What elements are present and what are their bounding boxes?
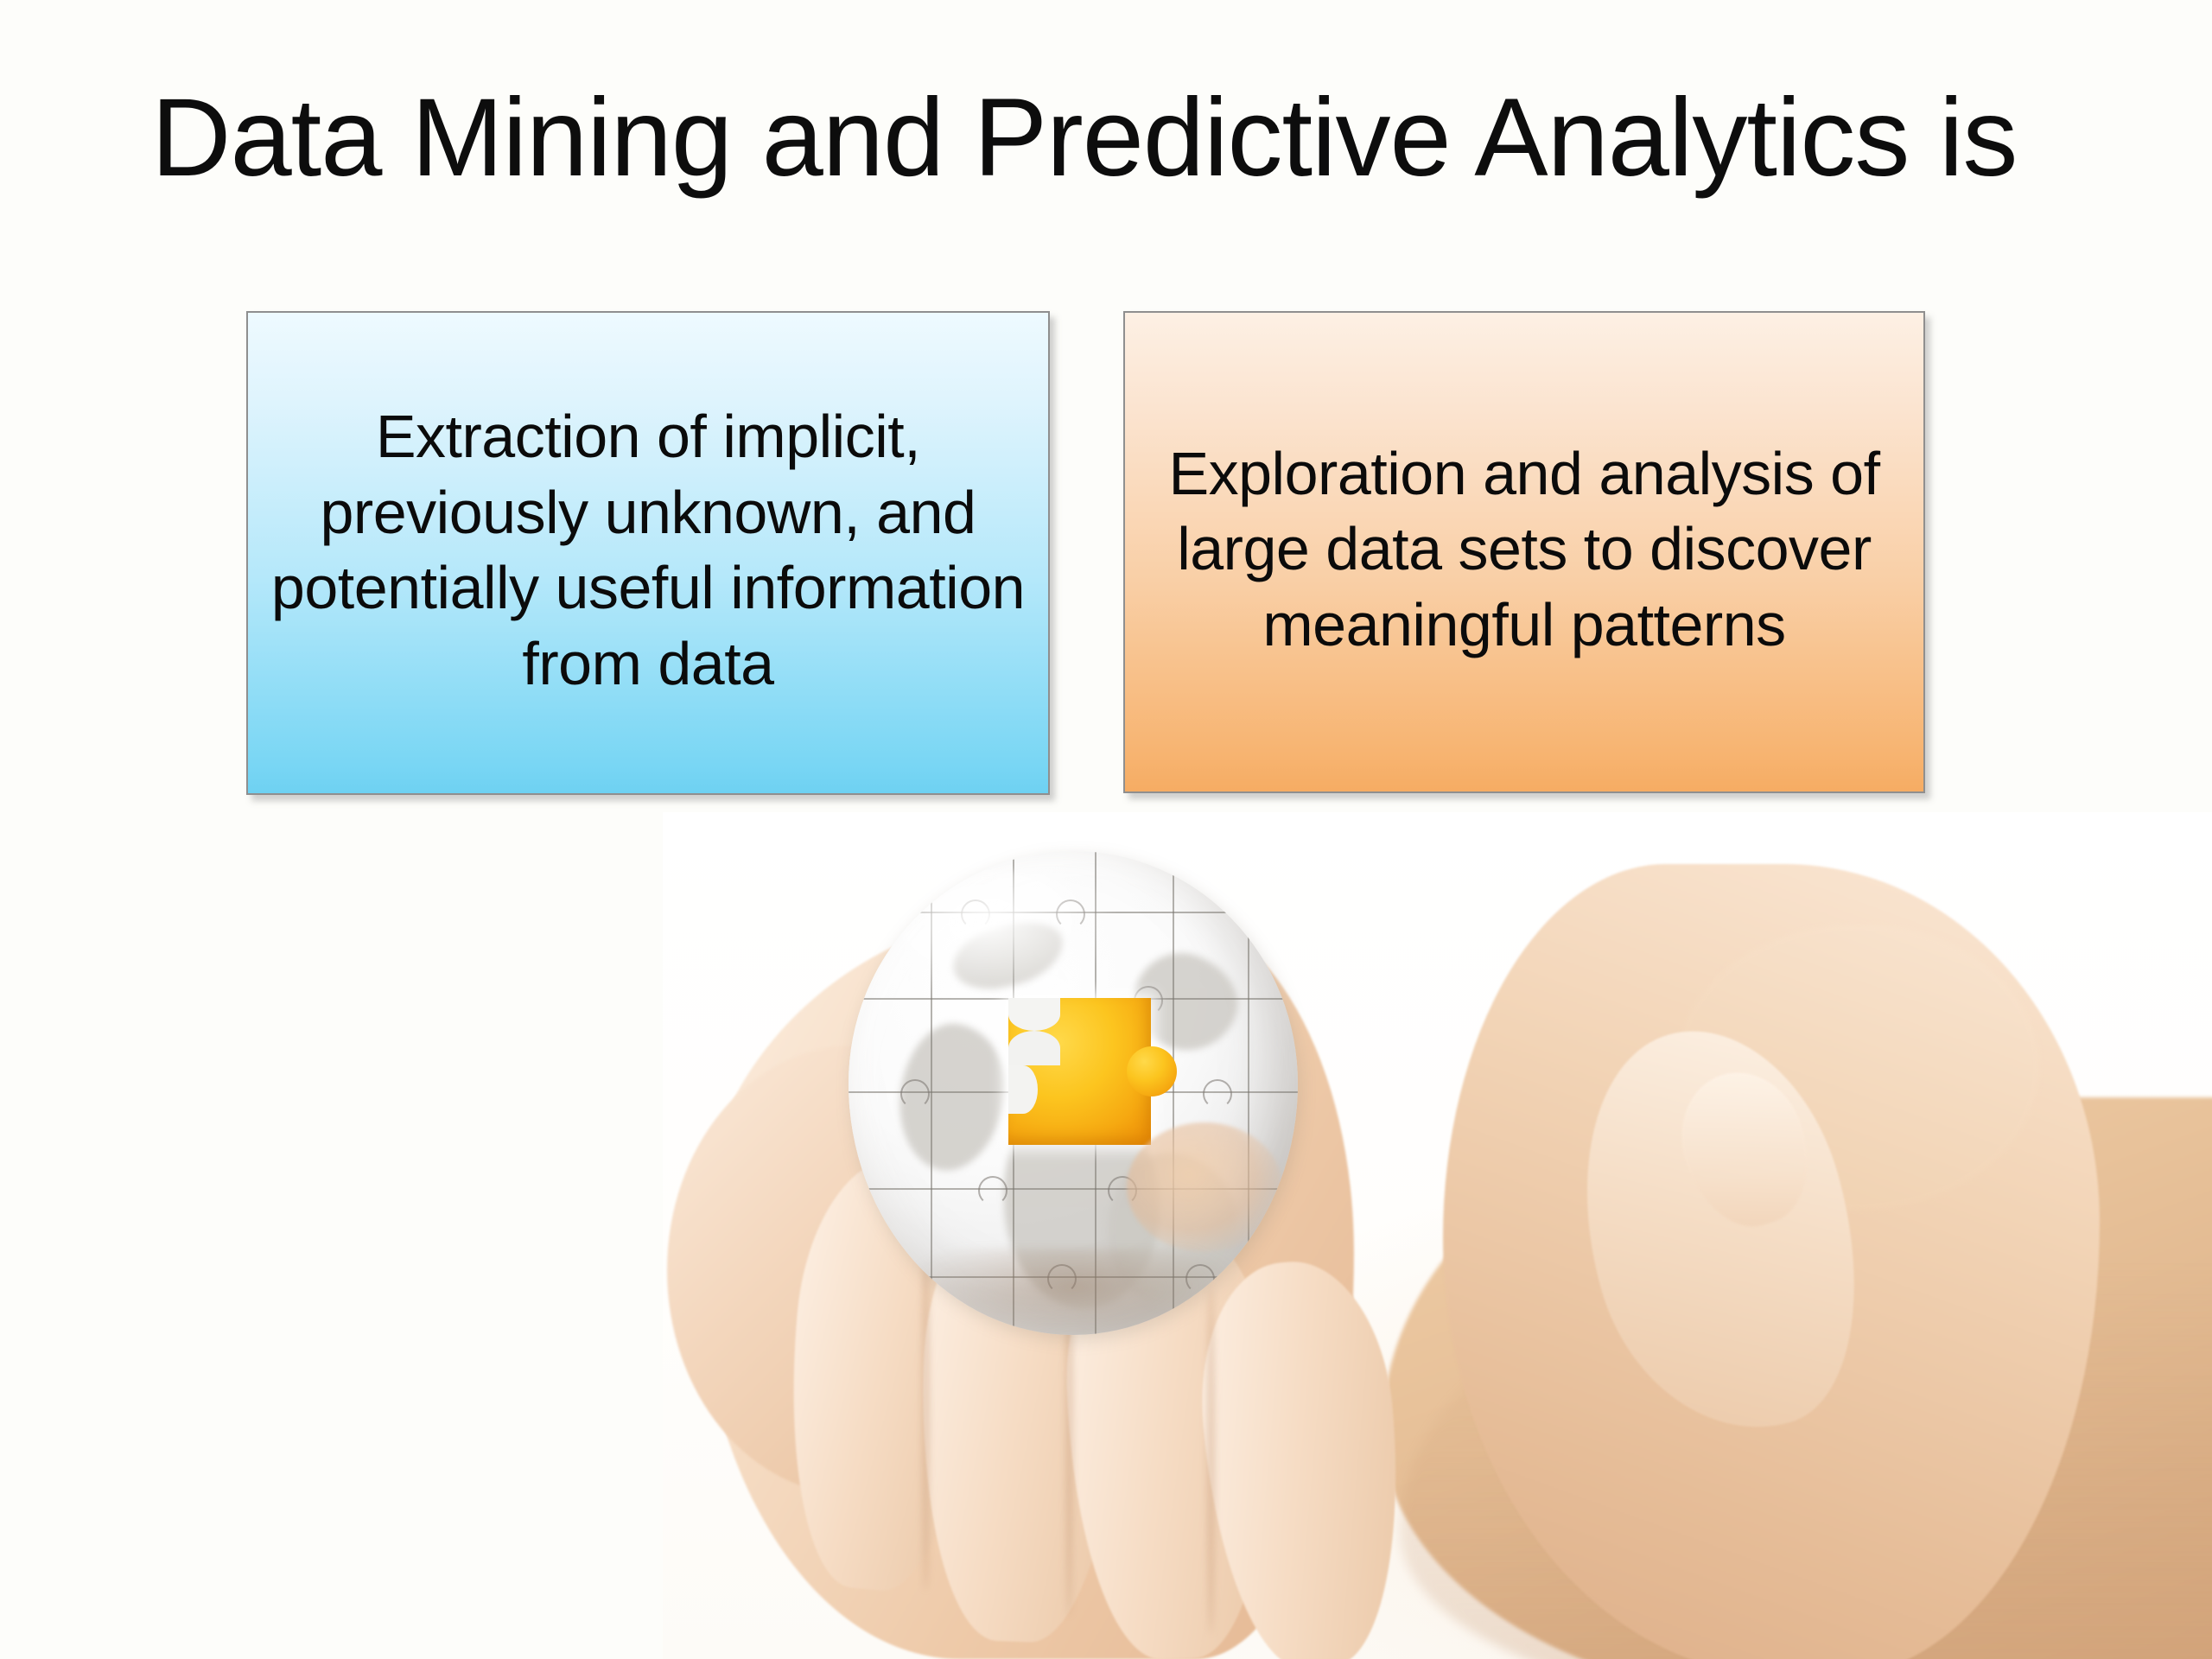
definition-card-extraction-text: Extraction of implicit, previously unkno… — [270, 403, 1026, 697]
gold-piece-knob-right — [1127, 1046, 1177, 1096]
puzzle-seam-v-5 — [1248, 851, 1249, 1335]
globe-highlight — [900, 870, 1116, 1000]
definition-card-extraction: Extraction of implicit, previously unkno… — [246, 311, 1050, 795]
finger-crease-3 — [1207, 1287, 1215, 1633]
gold-puzzle-piece — [1008, 998, 1177, 1145]
gold-piece-notch-bottom — [1008, 1031, 1060, 1065]
puzzle-knob-6 — [978, 1176, 1007, 1205]
gold-piece-notch-top — [1008, 998, 1060, 1031]
globe-reflection — [1127, 1122, 1282, 1252]
page-title: Data Mining and Predictive Analytics is — [151, 76, 2018, 200]
puzzle-seam-h-4 — [849, 1188, 1298, 1190]
definition-card-exploration: Exploration and analysis of large data s… — [1123, 311, 1925, 793]
finger-crease-1 — [922, 1218, 930, 1590]
puzzle-knob-4 — [900, 1079, 930, 1109]
finger-crease-2 — [1065, 1244, 1073, 1616]
puzzle-knob-9 — [1185, 1264, 1215, 1294]
gold-piece-notch-left — [1008, 1065, 1038, 1114]
hands-holding-puzzle-globe-photo — [663, 812, 2212, 1659]
definition-card-exploration-text: Exploration and analysis of large data s… — [1168, 439, 1880, 658]
globe-bottom-shadow — [900, 1249, 1246, 1335]
puzzle-globe — [849, 851, 1298, 1335]
puzzle-seam-v-4 — [1173, 851, 1174, 1335]
puzzle-knob-8 — [1047, 1264, 1077, 1294]
puzzle-seam-v-1 — [931, 851, 932, 1335]
puzzle-knob-5 — [1203, 1079, 1232, 1109]
